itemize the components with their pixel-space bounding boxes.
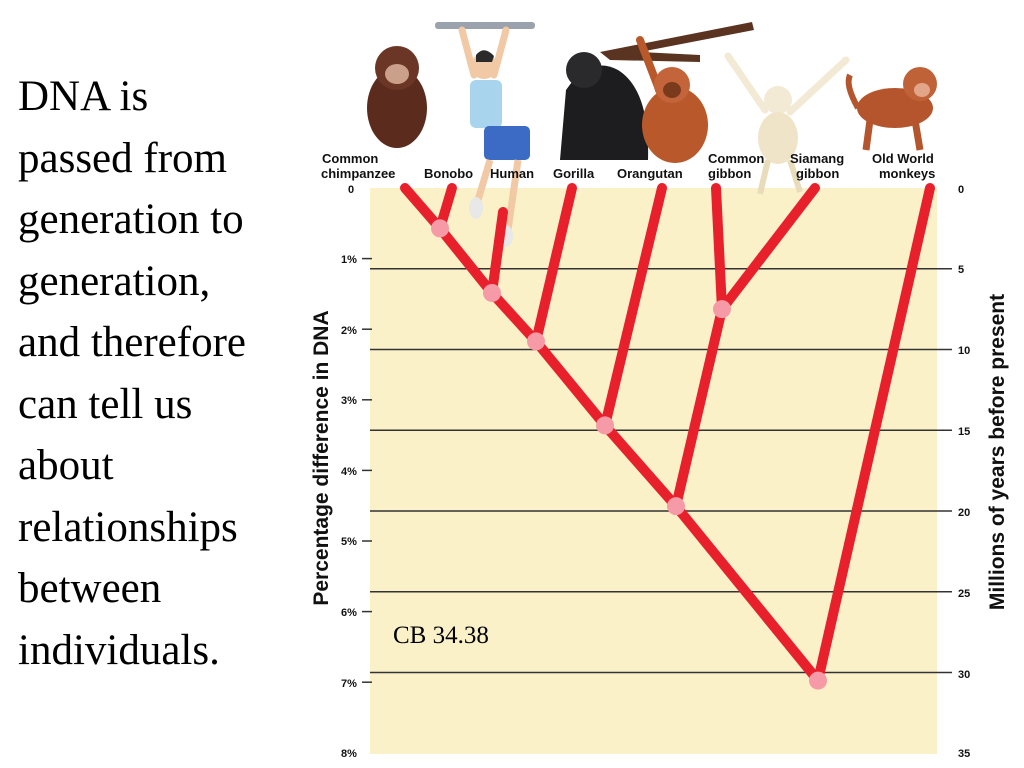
monkey-icon xyxy=(845,67,937,151)
left-tick-label: 8% xyxy=(341,748,357,760)
gorilla-icon xyxy=(560,52,649,160)
text-line: individuals. xyxy=(18,626,220,674)
tree-branch xyxy=(487,287,541,347)
main-text: DNA is passed from generation to generat… xyxy=(18,66,308,681)
taxon-label: Orangutan xyxy=(617,166,683,181)
left-axis-title: Percentage difference in DNA xyxy=(310,310,333,605)
right-tick-label: 10 xyxy=(958,345,970,357)
text-line: relationships xyxy=(18,503,238,551)
left-axis: 0 1% 2% 3% 4% 5% 6% 7% 8% Percentage dif… xyxy=(310,184,357,760)
left-tick-label: 7% xyxy=(341,678,357,690)
left-tick-label: 3% xyxy=(341,395,357,407)
left-tick-label: 5% xyxy=(341,536,357,548)
taxon-label: monkeys xyxy=(879,166,935,181)
taxon-label-line1: Common xyxy=(322,151,378,166)
divergence-node xyxy=(713,300,731,319)
taxon-label-line1: Siamang xyxy=(790,151,844,166)
taxon-label: Bonobo xyxy=(424,166,473,181)
tree-branches xyxy=(400,183,935,686)
text-line: generation to xyxy=(18,196,244,243)
right-tick-label: 30 xyxy=(958,669,970,681)
right-tick-label: 0 xyxy=(958,184,964,196)
right-tick-label: 15 xyxy=(958,426,970,438)
tree-branch xyxy=(813,183,935,686)
chimpanzee-icon xyxy=(367,46,427,148)
divergence-node xyxy=(596,416,614,435)
taxon-labels: Common chimpanzee Bonobo Human Gorilla O… xyxy=(321,151,935,181)
right-tick-label: 25 xyxy=(958,588,970,600)
divergence-node xyxy=(809,671,827,690)
tree-nodes xyxy=(431,219,827,690)
tree-branch xyxy=(487,207,508,298)
gibbon-icon xyxy=(724,52,850,195)
tree-branch xyxy=(671,501,823,686)
tree-branch xyxy=(435,223,497,298)
tree-branch xyxy=(531,336,610,431)
divergence-node xyxy=(527,332,545,351)
plot-background xyxy=(370,188,937,754)
tree-branch xyxy=(531,183,577,347)
taxon-label-line1: Old World xyxy=(872,151,934,166)
tree-branch xyxy=(717,183,820,315)
tree-branch xyxy=(671,304,727,512)
taxon-label: gibbon xyxy=(796,166,839,181)
right-axis: 0 5 10 15 20 25 30 35 Millions of years … xyxy=(958,184,1009,760)
left-tick-label: 4% xyxy=(341,466,357,478)
tree-branch xyxy=(600,22,754,62)
tree-branch xyxy=(711,183,727,315)
text-line: DNA is xyxy=(18,73,149,120)
tree-branch xyxy=(600,420,681,512)
right-tick-label: 35 xyxy=(958,748,970,760)
right-tick-label: 20 xyxy=(958,507,970,519)
left-tick-label: 6% xyxy=(341,607,357,619)
text-line: about xyxy=(18,442,114,489)
divergence-node xyxy=(431,219,449,238)
text-line: generation, xyxy=(18,257,211,305)
human-icon xyxy=(458,26,530,247)
figure-reference: CB 34.38 xyxy=(393,622,489,649)
text-line: passed from xyxy=(18,134,227,182)
taxon-label: Human xyxy=(490,166,534,181)
text-line: can tell us xyxy=(18,380,193,428)
right-axis-title: Millions of years before present xyxy=(986,294,1009,610)
taxon-label: Gorilla xyxy=(553,166,595,181)
right-tick-label: 5 xyxy=(958,264,964,276)
taxon-label: chimpanzee xyxy=(321,166,395,181)
text-line: between xyxy=(18,565,162,612)
divergence-node xyxy=(667,497,685,516)
text-line: and therefore xyxy=(18,319,246,366)
animal-illustrations xyxy=(367,22,937,247)
taxon-label-line1: Common xyxy=(708,151,764,166)
left-tick-label: 1% xyxy=(341,254,357,266)
hanging-bar xyxy=(435,22,535,29)
taxon-label: gibbon xyxy=(708,166,751,181)
tree-branch xyxy=(600,183,667,431)
left-tick-label: 0 xyxy=(348,184,354,196)
orangutan-icon xyxy=(636,36,708,163)
left-tick-label: 2% xyxy=(341,325,357,337)
divergence-node xyxy=(483,283,501,302)
